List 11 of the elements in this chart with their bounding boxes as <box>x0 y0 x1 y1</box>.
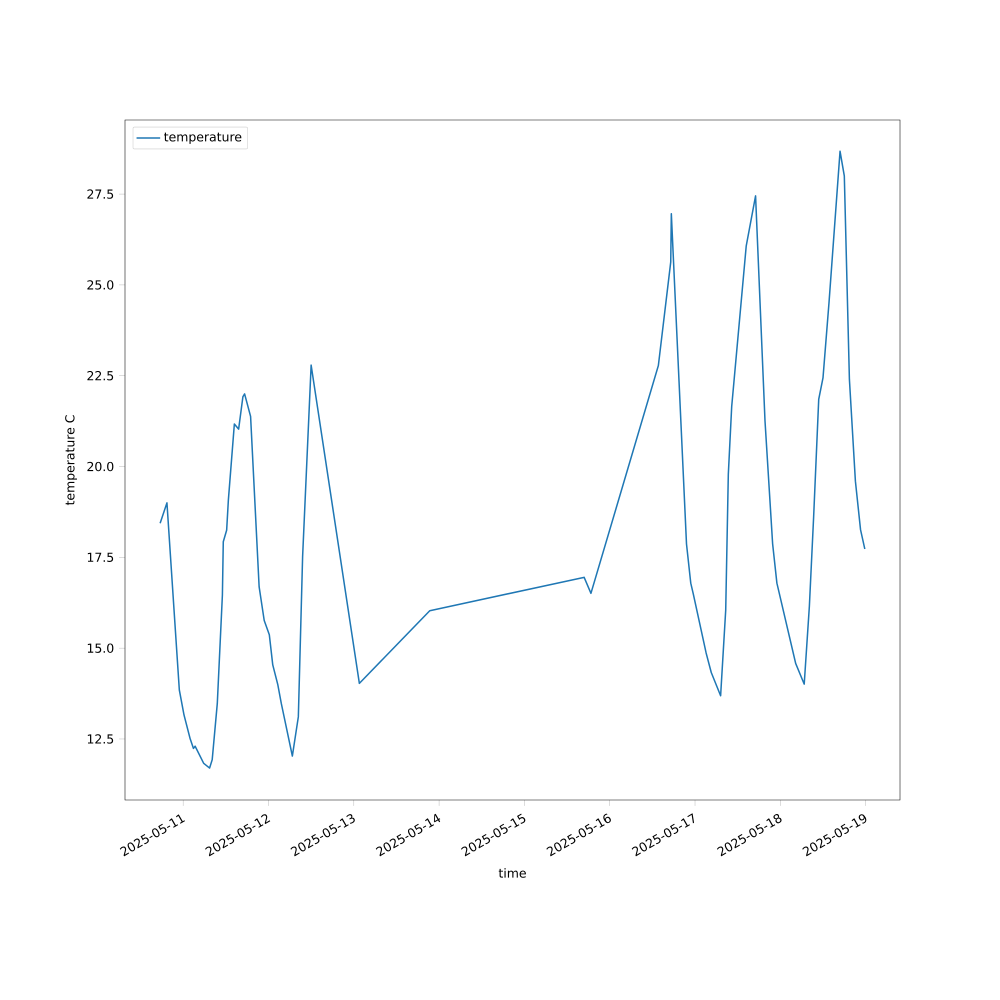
x-axis-title: time <box>498 868 526 878</box>
y-tick-label: 15.0 <box>88 643 114 653</box>
line-series <box>159 150 866 769</box>
y-tick-label: 20.0 <box>87 462 114 472</box>
y-tick-label: 22.5 <box>87 371 114 380</box>
y-tick-label: 27.5 <box>87 189 114 199</box>
legend-label: temperature <box>164 132 242 144</box>
y-tick-label: 25.0 <box>87 280 114 290</box>
y-axis-title: temperature C <box>65 415 77 506</box>
y-tick-label: 12.5 <box>88 734 114 744</box>
y-tick-label: 17.5 <box>88 552 114 562</box>
